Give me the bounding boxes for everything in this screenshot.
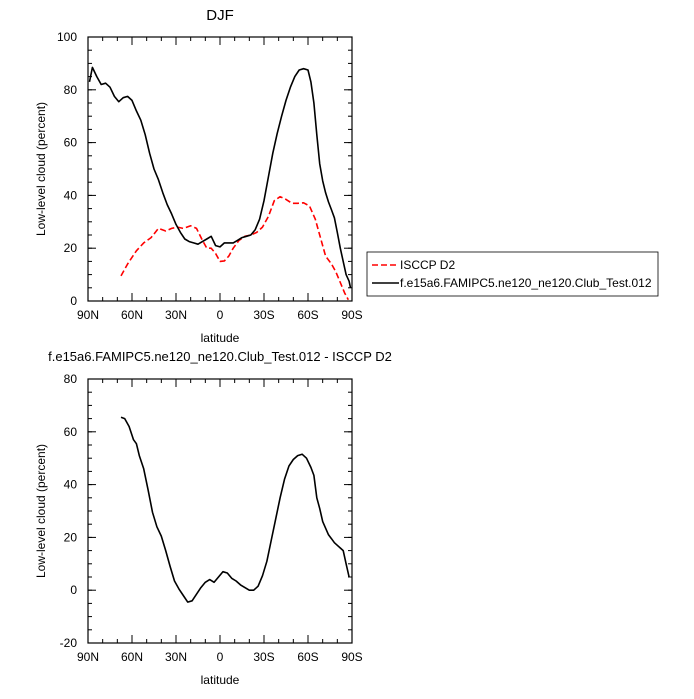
x-tick-label: 60N [121,308,143,322]
y-tick-label: -20 [60,636,78,650]
legend-box [366,251,659,297]
x-tick-label: 90N [77,308,99,322]
x-tick-label: 90N [77,650,99,664]
x-axis-label: latitude [201,331,240,345]
y-tick-label: 60 [64,136,78,150]
x-tick-label: 0 [217,308,224,322]
x-tick-label: 30N [165,308,187,322]
x-axis-label: latitude [201,673,240,687]
y-tick-label: 80 [64,372,78,386]
chart-title: f.e15a6.FAMIPC5.ne120_ne120.Club_Test.01… [48,349,392,364]
x-tick-label: 30S [253,308,274,322]
y-tick-label: 40 [64,478,78,492]
y-tick-label: 40 [64,188,78,202]
legend-label-1: ISCCP D2 [400,258,455,272]
x-tick-label: 30N [165,650,187,664]
y-tick-label: 100 [57,30,77,44]
y-tick-label: 80 [64,83,78,97]
plot-frame [87,378,353,644]
x-tick-label: 30S [253,650,274,664]
y-tick-label: 20 [64,530,78,544]
legend: ISCCP D2 f.e15a6.FAMIPC5.ne120_ne120.Club… [366,251,659,297]
chart-panel-2: f.e15a6.FAMIPC5.ne120_ne120.Club_Test.01… [34,349,392,687]
y-tick-label: 0 [70,294,77,308]
legend-label-2: f.e15a6.FAMIPC5.ne120_ne120.Club_Test.01… [400,276,652,290]
series-line-1 [120,416,350,603]
chart-title: DJF [206,7,234,24]
x-tick-label: 60N [121,650,143,664]
x-tick-label: 90S [341,308,362,322]
y-tick-label: 60 [64,425,78,439]
x-tick-label: 0 [217,650,224,664]
y-axis-label: Low-level cloud (percent) [34,444,48,578]
x-tick-label: 60S [297,650,318,664]
y-tick-label: 0 [70,583,77,597]
y-axis-label: Low-level cloud (percent) [34,102,48,236]
y-tick-label: 20 [64,241,78,255]
chart-panel-1: DJF 90N 60N 30N 0 30S 60S 90S 0 20 40 60 80 100 latitu… [34,7,659,345]
x-tick-label: 90S [341,650,362,664]
series-line-1 [120,195,350,301]
x-tick-label: 60S [297,308,318,322]
series-line-2 [88,66,352,288]
